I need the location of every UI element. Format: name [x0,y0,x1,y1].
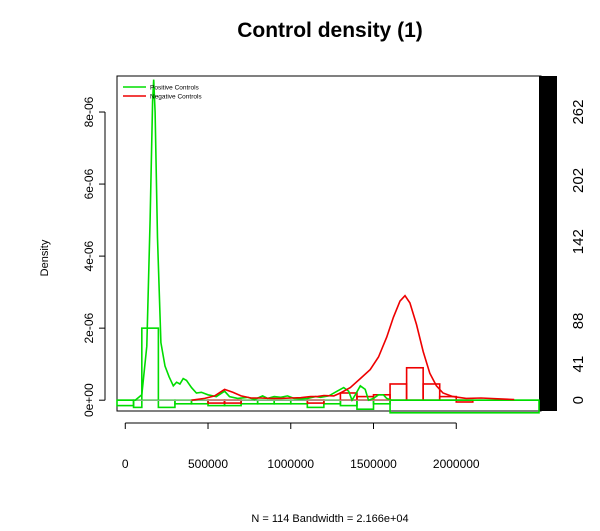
right-axis-tick-label: 41 [570,356,587,373]
right-axis-black-band [539,76,557,411]
chart-title: Control density (1) [237,19,423,42]
x-tick-label: 500000 [188,457,228,471]
plot-frame [116,75,542,412]
density-series-line [191,294,515,401]
y-tick-label: 6e-06 [82,168,96,199]
legend-label: Negative Controls [150,94,202,101]
right-axis-tick-label: 142 [570,229,587,254]
histogram-layer [116,327,540,414]
legend: Positive Controls Negative Controls [123,85,202,101]
axes: 0 500000 1000000 1500000 2000000 0e+00 2e-06 4e… [82,96,587,471]
x-tick-label: 1000000 [267,457,314,471]
right-axis-tick-label: 202 [570,168,587,193]
y-tick-label: 2e-06 [82,312,96,343]
y-tick-label: 4e-06 [82,240,96,271]
right-axis-tick-label: 0 [570,396,587,404]
x-tick-label: 1500000 [350,457,397,471]
right-axis-tick-label: 88 [570,313,587,330]
legend-label: Positive Controls [150,85,200,92]
right-axis-tick-label: 262 [570,100,587,125]
density-curves [117,79,539,403]
y-tick-label: 8e-06 [82,96,96,127]
y-tick-label: 0e+00 [82,383,96,417]
x-tick-label: 2000000 [433,457,480,471]
y-axis-label: Density [39,239,51,276]
x-axis-caption: N = 114 Bandwidth = 2.166e+04 [251,513,408,525]
x-tick-label: 0 [122,457,129,471]
